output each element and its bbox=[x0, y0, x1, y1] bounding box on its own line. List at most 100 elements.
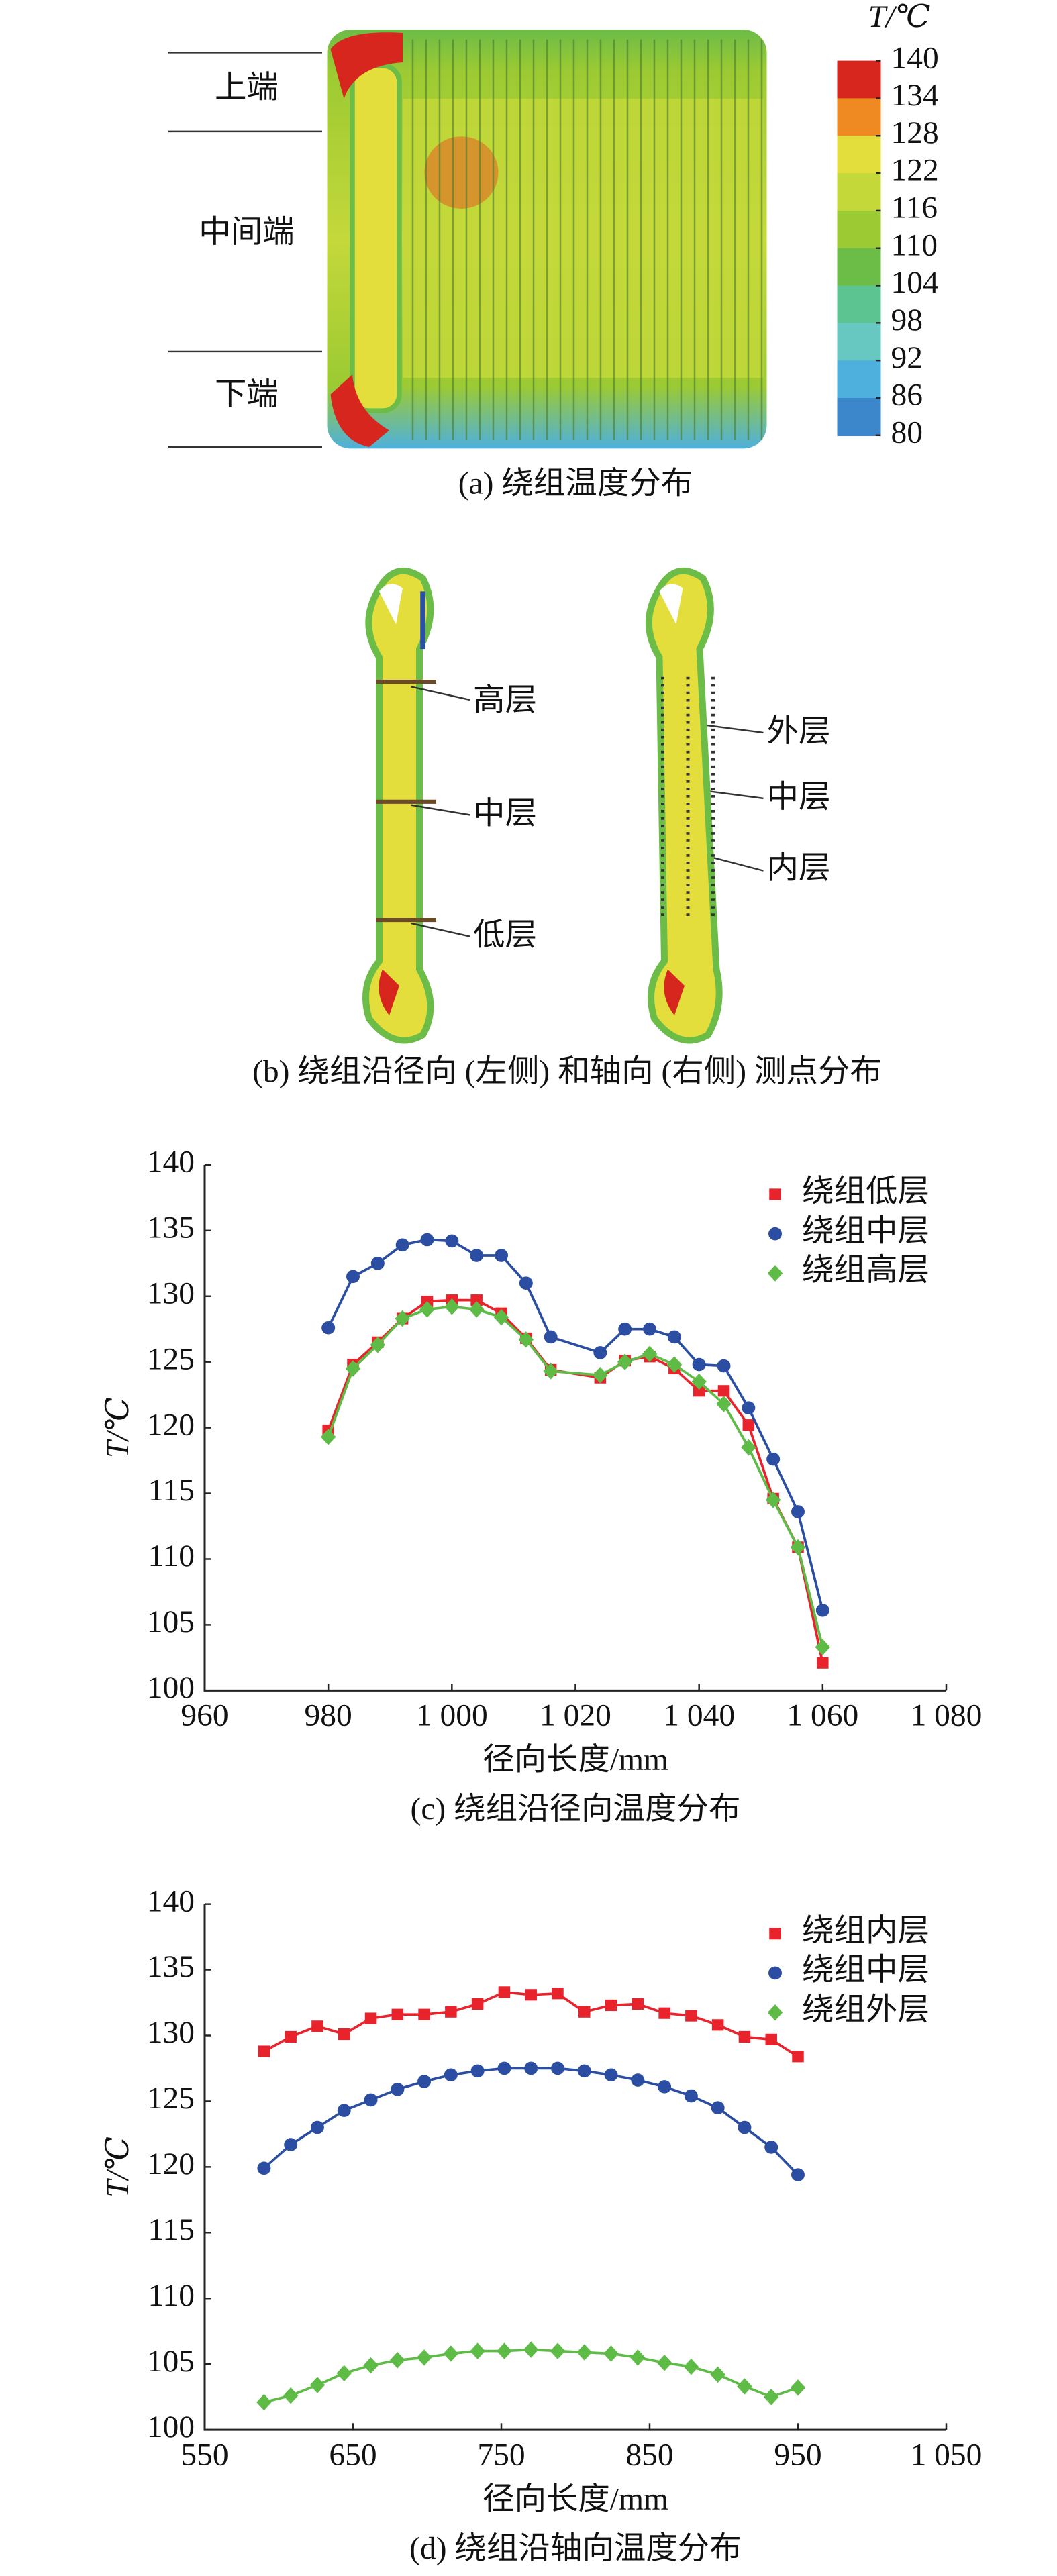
y-axis-label: T/℃ bbox=[100, 2136, 136, 2198]
marker bbox=[256, 2393, 272, 2411]
colorbar-label: T/℃ bbox=[868, 0, 931, 34]
marker bbox=[391, 2008, 404, 2020]
marker bbox=[544, 1330, 558, 1344]
y-tick-label: 100 bbox=[147, 2410, 195, 2444]
y-tick-label: 125 bbox=[147, 1342, 195, 1376]
legend-label: 绕组低层 bbox=[802, 1174, 929, 1208]
x-tick-label: 1 020 bbox=[540, 1698, 611, 1733]
colorbar-tick-label: 110 bbox=[891, 228, 938, 262]
legend-label: 绕组中层 bbox=[802, 1214, 929, 1248]
marker bbox=[310, 2120, 324, 2134]
marker bbox=[470, 2064, 485, 2078]
x-tick-label: 1 000 bbox=[416, 1698, 488, 1733]
layer-label: 高层 bbox=[473, 683, 537, 717]
x-tick-label: 950 bbox=[774, 2438, 821, 2472]
marker bbox=[417, 2075, 432, 2088]
layer-label: 中层 bbox=[767, 780, 831, 814]
marker bbox=[656, 2354, 672, 2371]
marker bbox=[364, 2012, 377, 2024]
marker bbox=[395, 1310, 410, 1327]
marker bbox=[336, 2365, 352, 2382]
x-tick-label: 960 bbox=[181, 1698, 228, 1733]
caption: (b) 绕组沿径向 (左侧) 和轴向 (右侧) 测点分布 bbox=[252, 1054, 882, 1088]
colorbar-swatch bbox=[837, 397, 881, 437]
marker bbox=[763, 2388, 779, 2406]
marker bbox=[766, 1452, 781, 1466]
region-label: 上端 bbox=[215, 70, 279, 105]
marker bbox=[364, 2093, 378, 2107]
winding-section-right bbox=[645, 567, 723, 1044]
x-tick-label: 1 040 bbox=[663, 1698, 735, 1733]
marker bbox=[370, 1256, 385, 1270]
colorbar-swatch bbox=[837, 136, 881, 174]
colorbar-tick-label: 122 bbox=[891, 153, 939, 187]
marker bbox=[765, 2033, 777, 2045]
x-tick-label: 850 bbox=[625, 2438, 673, 2472]
y-tick-label: 100 bbox=[147, 1670, 195, 1704]
marker bbox=[309, 2377, 325, 2393]
marker bbox=[550, 2061, 564, 2075]
caption: (d) 绕组沿轴向温度分布 bbox=[409, 2531, 742, 2565]
marker bbox=[419, 1301, 435, 1318]
marker bbox=[470, 1249, 484, 1262]
marker bbox=[311, 2020, 323, 2032]
marker bbox=[370, 1336, 386, 1353]
colorbar-tick-label: 80 bbox=[891, 415, 923, 450]
marker bbox=[468, 1301, 485, 1318]
winding-section-left bbox=[362, 567, 434, 1044]
x-tick-label: 750 bbox=[477, 2438, 525, 2472]
colorbar-tick-label: 104 bbox=[891, 266, 939, 300]
marker bbox=[346, 1270, 360, 1284]
marker bbox=[691, 1373, 707, 1390]
series-line bbox=[327, 1305, 824, 1648]
marker bbox=[817, 1657, 829, 1669]
marker bbox=[716, 1396, 732, 1412]
marker bbox=[338, 2028, 350, 2041]
marker bbox=[693, 1385, 705, 1397]
y-tick-label: 130 bbox=[147, 2016, 195, 2050]
marker bbox=[667, 1330, 681, 1344]
marker bbox=[395, 1238, 409, 1252]
marker bbox=[684, 2089, 698, 2103]
marker bbox=[497, 2342, 512, 2359]
colorbar-swatch bbox=[837, 210, 881, 249]
y-tick-label: 130 bbox=[147, 1276, 195, 1310]
marker bbox=[525, 1989, 537, 2001]
marker bbox=[717, 1359, 731, 1373]
marker bbox=[603, 2345, 619, 2362]
marker bbox=[618, 1322, 632, 1336]
colorbar-swatch bbox=[837, 285, 881, 324]
marker bbox=[524, 2061, 538, 2075]
marker bbox=[443, 2345, 459, 2362]
marker bbox=[445, 2006, 457, 2018]
marker bbox=[445, 1234, 459, 1248]
y-tick-label: 120 bbox=[147, 2147, 195, 2181]
colorbar-swatch bbox=[837, 98, 881, 137]
marker bbox=[552, 1988, 564, 2000]
colorbar-swatch bbox=[837, 60, 881, 99]
marker bbox=[285, 2030, 297, 2043]
marker bbox=[337, 2104, 351, 2117]
marker bbox=[345, 1360, 361, 1377]
marker bbox=[632, 1998, 644, 2010]
marker bbox=[420, 1233, 434, 1247]
layer-label: 内层 bbox=[767, 851, 831, 885]
y-tick-label: 135 bbox=[147, 1210, 195, 1245]
marker bbox=[815, 1604, 829, 1617]
marker bbox=[321, 1321, 336, 1335]
marker bbox=[257, 2161, 271, 2175]
marker bbox=[742, 1401, 756, 1415]
marker bbox=[543, 1363, 558, 1380]
series-line bbox=[263, 2067, 799, 2176]
marker bbox=[470, 1294, 483, 1306]
marker bbox=[444, 1298, 460, 1315]
layer-label: 外层 bbox=[767, 715, 831, 749]
marker bbox=[283, 2387, 299, 2404]
marker bbox=[418, 2008, 430, 2020]
marker bbox=[767, 1265, 783, 1282]
y-tick-label: 115 bbox=[148, 2212, 195, 2247]
y-tick-label: 140 bbox=[147, 1145, 195, 1179]
marker bbox=[738, 2120, 752, 2134]
colorbar-swatch bbox=[837, 173, 881, 212]
marker bbox=[711, 2019, 724, 2031]
